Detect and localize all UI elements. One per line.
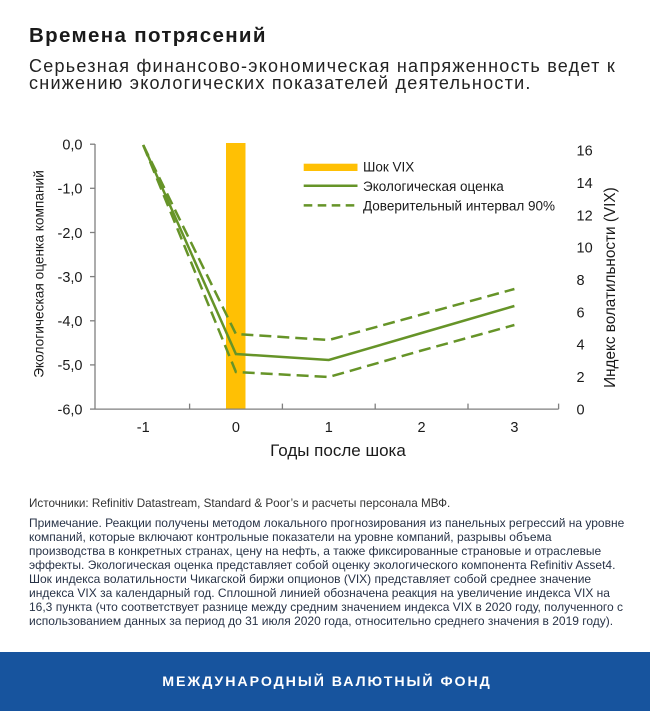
svg-text:Доверительный интервал 90%: Доверительный интервал 90%	[363, 199, 555, 214]
svg-text:6: 6	[577, 305, 585, 321]
svg-text:Экологическая оценка компаний: Экологическая оценка компаний	[32, 170, 47, 378]
svg-text:-1,0: -1,0	[58, 182, 83, 198]
svg-text:-1: -1	[137, 420, 150, 436]
svg-text:0: 0	[577, 402, 585, 418]
svg-text:3: 3	[510, 420, 518, 436]
svg-text:14: 14	[577, 176, 593, 192]
svg-text:Индекс волатильности (VIX): Индекс волатильности (VIX)	[602, 187, 619, 388]
svg-text:4: 4	[577, 338, 585, 354]
svg-text:-4,0: -4,0	[58, 314, 83, 330]
svg-text:-6,0: -6,0	[58, 402, 83, 418]
svg-text:0: 0	[232, 420, 240, 436]
svg-text:Шок VIX: Шок VIX	[363, 160, 414, 175]
svg-text:-3,0: -3,0	[58, 270, 83, 286]
svg-text:10: 10	[577, 241, 593, 257]
svg-text:16: 16	[577, 144, 593, 160]
svg-text:12: 12	[577, 208, 593, 224]
svg-text:8: 8	[577, 273, 585, 289]
svg-text:2: 2	[577, 370, 585, 386]
svg-text:2: 2	[418, 420, 426, 436]
svg-text:0,0: 0,0	[62, 138, 82, 154]
svg-text:Экологическая оценка: Экологическая оценка	[363, 179, 504, 194]
svg-text:1: 1	[325, 420, 333, 436]
svg-text:-5,0: -5,0	[58, 358, 83, 374]
svg-text:Годы после шока: Годы после шока	[270, 441, 406, 460]
svg-text:-2,0: -2,0	[58, 226, 83, 242]
